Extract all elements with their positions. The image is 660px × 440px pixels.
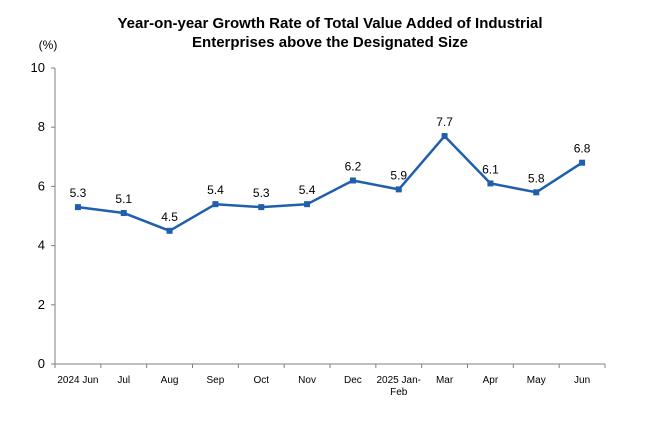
data-label: 5.3 — [70, 186, 87, 200]
data-point-marker — [533, 189, 540, 196]
data-label: 7.7 — [436, 115, 453, 129]
data-label: 5.4 — [299, 183, 316, 197]
data-label: 5.9 — [390, 168, 407, 182]
series-line — [77, 134, 583, 233]
x-tick-label: Sep — [207, 375, 225, 386]
x-axis-ticks: 2024 Jun Jul Aug Sep Oct Nov Dec 2025 Jan-Feb Ma… — [54, 364, 606, 398]
data-point-marker — [349, 177, 356, 184]
y-axis-unit-label: (%) — [39, 38, 58, 52]
data-point-marker — [441, 133, 448, 140]
chart-title-line-2: Enterprises above the Designated Size — [192, 34, 468, 51]
data-label: 6.1 — [482, 162, 499, 176]
y-tick-label: 8 — [38, 119, 45, 134]
x-tick-label: 2025 Jan- — [377, 375, 421, 386]
x-tick-label: Aug — [161, 375, 179, 386]
y-axis-ticks: 0 2 4 6 8 10 — [31, 60, 55, 371]
data-point-marker — [74, 204, 81, 211]
y-tick-label: 10 — [31, 60, 45, 75]
y-tick-label: 6 — [38, 178, 45, 193]
data-point-marker — [487, 180, 494, 187]
data-label: 6.8 — [574, 142, 591, 156]
chart-axes — [54, 68, 605, 365]
x-tick-label: Feb — [390, 387, 408, 398]
data-point-marker — [120, 210, 127, 217]
x-tick-label: May — [527, 375, 546, 386]
data-label: 5.8 — [528, 171, 545, 185]
x-tick-label: Apr — [483, 375, 499, 386]
y-tick-label: 4 — [38, 238, 45, 253]
data-point-marker — [212, 201, 219, 208]
x-tick-label: Nov — [298, 375, 316, 386]
x-tick-label: Jul — [117, 375, 130, 386]
data-label: 5.4 — [207, 183, 224, 197]
series-line-group — [77, 134, 583, 233]
y-tick-label: 2 — [38, 297, 45, 312]
x-tick-label: Oct — [253, 375, 269, 386]
y-tick-label: 0 — [38, 356, 45, 371]
data-point-marker — [395, 186, 402, 193]
chart-title: Year-on-year Growth Rate of Total Value … — [117, 15, 542, 51]
x-tick-label: Dec — [344, 375, 362, 386]
data-point-marker — [579, 159, 586, 166]
data-labels: 5.3 5.1 4.5 5.4 5.3 5.4 6.2 5.9 7.7 6.1 5.8 6.8 — [70, 115, 591, 224]
x-tick-label: 2024 Jun — [57, 375, 98, 386]
x-tick-label: Jun — [574, 375, 590, 386]
chart-title-line-1: Year-on-year Growth Rate of Total Value … — [117, 15, 542, 32]
data-point-marker — [258, 204, 265, 211]
series-points — [74, 133, 586, 234]
data-label: 5.3 — [253, 186, 270, 200]
x-tick-label: Mar — [436, 375, 454, 386]
data-point-marker — [304, 201, 311, 208]
data-label: 6.2 — [345, 159, 362, 173]
data-point-marker — [166, 227, 173, 234]
data-label: 4.5 — [161, 210, 178, 224]
data-label: 5.1 — [115, 192, 132, 206]
